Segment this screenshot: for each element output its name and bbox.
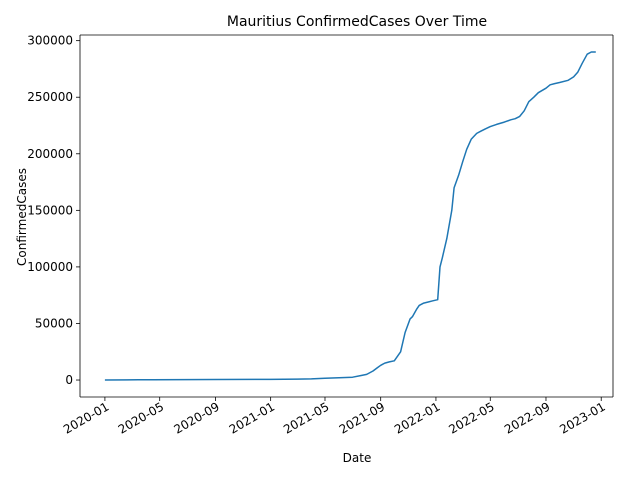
x-tick-label: 2023-01 [557, 399, 607, 436]
y-tick-label: 150000 [27, 203, 73, 217]
x-axis: 2020-01 2020-05 2020-09 2021-01 2021-05 2021-… [61, 397, 608, 437]
y-axis: 0 50000 100000 150000 200000 250000 300000 [27, 34, 80, 387]
x-tick-label: 2021-09 [337, 399, 387, 436]
x-tick-label: 2022-09 [502, 399, 552, 436]
chart-title: Mauritius ConfirmedCases Over Time [227, 14, 487, 30]
plot-area [79, 34, 614, 398]
x-tick-label: 2020-05 [116, 399, 166, 436]
x-tick-label: 2021-05 [281, 399, 331, 436]
y-tick-label: 300000 [27, 34, 73, 48]
x-tick-label: 2021-01 [227, 399, 277, 436]
x-axis-label: Date [343, 451, 372, 465]
x-tick-label: 2022-01 [392, 399, 442, 436]
x-tick-label: 2020-01 [61, 399, 111, 436]
y-tick-label: 100000 [27, 260, 73, 274]
y-axis-label: ConfirmedCases [15, 168, 29, 266]
series-line-0 [104, 51, 596, 381]
x-tick-label: 2020-09 [171, 399, 221, 436]
y-tick-label: 200000 [27, 147, 73, 161]
y-tick-label: 250000 [27, 90, 73, 104]
x-tick-label: 2022-05 [446, 399, 496, 436]
y-tick-label: 0 [65, 373, 73, 387]
y-tick-label: 50000 [35, 316, 73, 330]
